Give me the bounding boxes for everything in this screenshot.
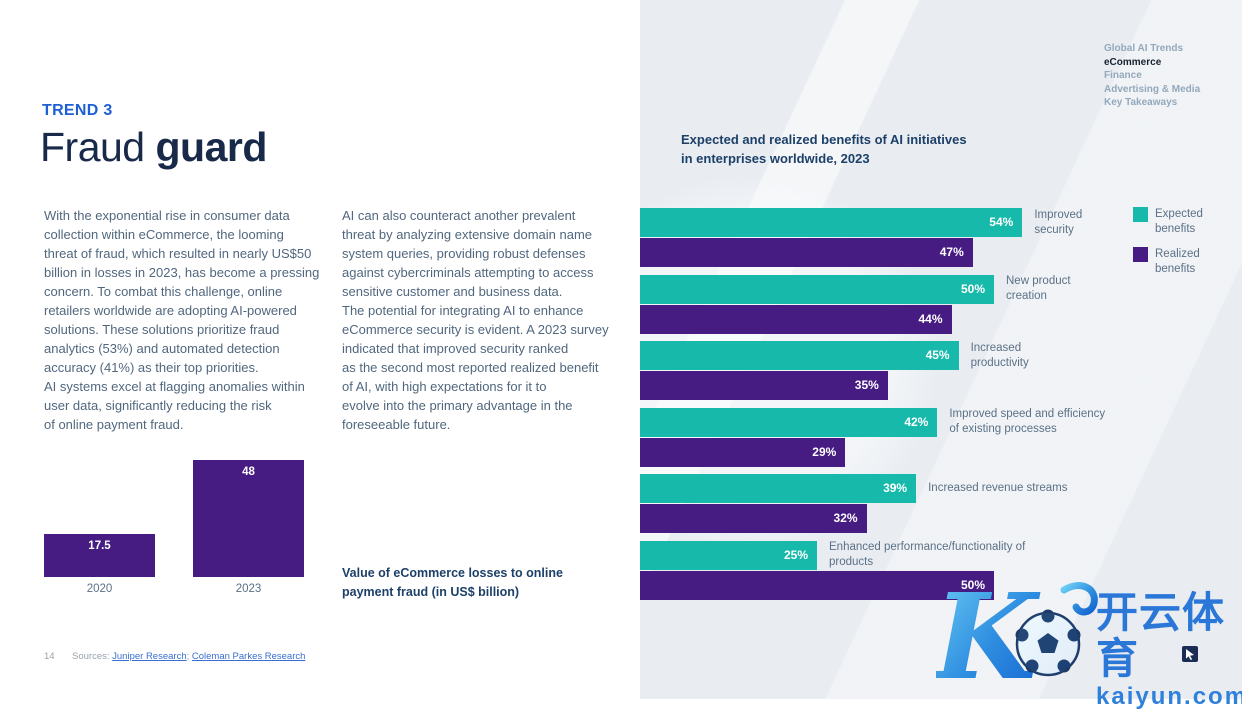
realized-value-label: 44% (918, 311, 943, 326)
expected-bar: 42% (640, 407, 938, 437)
expected-bar: 25% (640, 540, 817, 570)
expected-swatch-icon (1133, 207, 1148, 222)
source-link-coleman-parkes[interactable]: Coleman Parkes Research (191, 651, 306, 662)
benefit-category-label: Increased productivity (970, 341, 1029, 369)
realized-bar: 47% (640, 238, 973, 267)
realized-value-label: 32% (833, 511, 858, 525)
realized-value-label: 47% (939, 245, 964, 259)
realized-value-label: 50% (960, 577, 985, 592)
sources-separator: ; (186, 651, 190, 662)
expected-bar: 54% (640, 208, 1023, 237)
section-nav: Global AI Trends eCommerce Finance Adver… (1104, 42, 1200, 110)
expected-bar: 50% (640, 274, 994, 304)
expected-value-label: 54% (989, 215, 1014, 229)
nav-item-finance[interactable]: Finance (1104, 70, 1142, 81)
legend-expected: Expected benefits (1133, 207, 1203, 237)
fraud-loss-value-label: 17.5 (88, 540, 111, 553)
benefit-row: 39% 32% Increased revenue streams (640, 474, 1242, 534)
realized-bar: 44% (640, 304, 952, 334)
expected-bar: 45% (640, 341, 959, 370)
benefit-row: 25% 50% Enhanced performance/functionality… (640, 540, 1242, 601)
nav-item-ecommerce[interactable]: eCommerce (1104, 56, 1162, 68)
kaiyun-domain-text: kaiyun.com (1096, 683, 1242, 710)
page-title: Fraud guard (40, 124, 267, 171)
realized-value-label: 29% (812, 444, 837, 459)
benefit-row: 54% 47% Improved security (640, 208, 1242, 268)
kaiyun-text-block: 开云体育 kaiyun.com (1096, 590, 1242, 712)
benefit-category-label: Increased revenue streams (928, 482, 1068, 494)
benefit-category-label: Improved security (1034, 208, 1083, 236)
page-number: 14 (44, 651, 55, 662)
realized-bar: 32% (640, 504, 867, 533)
kaiyun-logo-icon: K (936, 574, 1098, 699)
benefit-row: 45% 35% Increased productivity (640, 341, 1242, 401)
kaiyun-cjk-text: 开云体育 (1096, 589, 1226, 682)
paragraph-middle: AI can also counteract another prevalent… (342, 208, 609, 432)
fraud-chart-caption: Value of eCommerce losses to online paym… (342, 566, 563, 599)
benefits-chart-title: Expected and realized benefits of AI ini… (681, 132, 967, 166)
fraud-loss-bar: 48 (193, 459, 304, 577)
expected-value-label: 45% (925, 348, 950, 362)
fraud-loss-value-label: 48 (242, 465, 255, 478)
expected-value-label: 39% (883, 481, 908, 495)
expected-value-label: 25% (783, 547, 808, 562)
source-link-juniper[interactable]: Juniper Research (112, 651, 187, 662)
fraud-chart-year-label: 2023 (235, 583, 262, 595)
cursor-icon (1182, 646, 1198, 662)
page-title-light: Fraud (40, 124, 145, 170)
fraud-loss-bar: 17.5 (44, 534, 155, 577)
realized-bar: 50% (640, 570, 994, 600)
benefit-category-label: Improved speed and efficiency of existin… (949, 408, 1106, 435)
nav-item-key-takeaways[interactable]: Key Takeaways (1104, 97, 1178, 108)
legend-realized-label: Realized benefits (1155, 248, 1200, 275)
kaiyun-watermark: K 开云体育 kaiyun.com (936, 574, 1242, 710)
realized-bar: 35% (640, 371, 888, 400)
paragraph-left: With the exponential rise in consumer da… (44, 208, 320, 432)
legend-expected-label: Expected benefits (1155, 208, 1203, 235)
benefit-row: 42% 29% Improved speed and efficiency of e… (640, 407, 1242, 468)
trend-label: TREND 3 (42, 102, 113, 119)
realized-bar: 29% (640, 437, 846, 467)
expected-value-label: 42% (904, 414, 929, 429)
benefits-chart: 54% 47% Improved security 50% 44% New product… (640, 208, 1242, 600)
realized-swatch-icon (1133, 247, 1148, 262)
fraud-chart-year-label: 2020 (86, 583, 113, 595)
page-title-bold: guard (144, 124, 268, 170)
nav-item-advertising-media[interactable]: Advertising & Media (1104, 83, 1201, 95)
benefit-category-label: New product creation (1006, 275, 1071, 302)
fraud-losses-chart: 17.5 2020 48 2023 (44, 455, 306, 605)
expected-bar: 39% (640, 474, 917, 503)
benefit-row: 50% 44% New product creation (640, 274, 1242, 335)
benefit-category-label: Enhanced performance/functionality of pr… (829, 541, 1026, 568)
sources-line: Sources: Juniper Research; Coleman Parke… (72, 651, 472, 662)
realized-value-label: 35% (854, 378, 879, 392)
nav-item-global-ai-trends[interactable]: Global AI Trends (1104, 43, 1184, 54)
expected-value-label: 50% (960, 281, 985, 296)
sources-label: Sources: (72, 651, 110, 662)
legend-realized: Realized benefits (1133, 247, 1200, 277)
